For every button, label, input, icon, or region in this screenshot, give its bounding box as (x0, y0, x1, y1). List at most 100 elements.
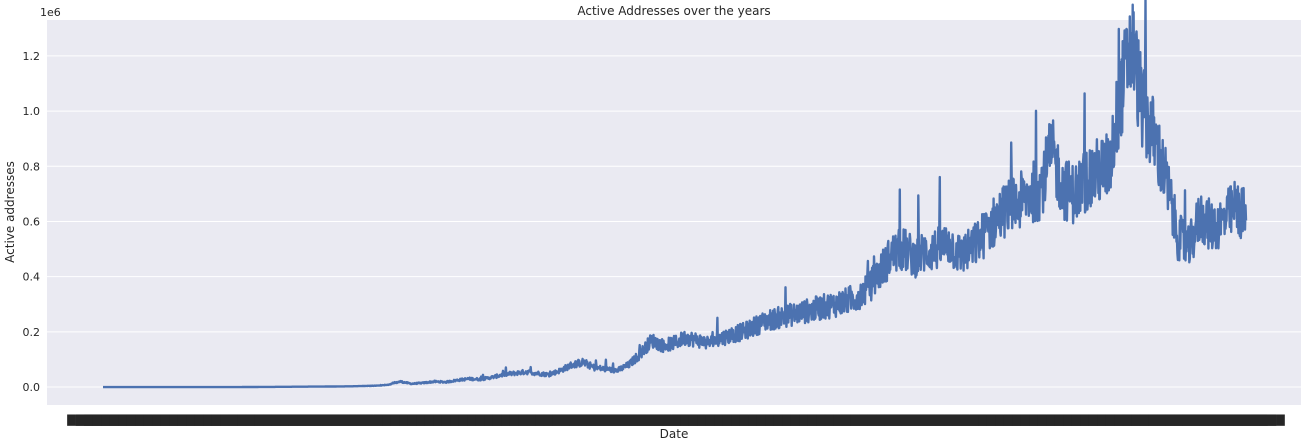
y-offset-label: 1e6 (40, 6, 61, 19)
x-tick-label: ▇▇▇ (892, 413, 919, 426)
x-tick-label: ▇▇▇ (313, 413, 340, 426)
x-tick-label: ▇▇▇ (773, 413, 800, 426)
x-tick-label: ▇▇▇ (194, 413, 221, 426)
x-tick-label: ▇▇▇ (83, 413, 110, 426)
x-tick-label: ▇▇▇ (1156, 413, 1183, 426)
x-tick-label: ▇▇▇ (1250, 413, 1277, 426)
x-tick-label: ▇▇▇ (569, 413, 596, 426)
x-tick-label: ▇▇▇ (160, 413, 187, 426)
x-tick-label: ▇▇▇ (782, 413, 809, 426)
x-tick-label: ▇▇▇ (177, 413, 204, 426)
x-tick-label: ▇▇▇ (449, 413, 476, 426)
x-tick-label: ▇▇▇ (134, 413, 161, 426)
series-line-0 (102, 0, 1248, 389)
x-tick-label: ▇▇▇ (254, 413, 281, 426)
x-tick-label: ▇▇▇ (381, 413, 408, 426)
x-tick-label: ▇▇▇ (764, 413, 791, 426)
y-axis-label: Active addresses (3, 161, 17, 263)
x-tick-label: ▇▇▇ (526, 413, 553, 426)
x-tick-label: ▇▇▇ (1080, 413, 1107, 426)
x-tick-label: ▇▇▇ (1020, 413, 1047, 426)
x-tick-label: ▇▇▇ (799, 413, 826, 426)
x-tick-label: ▇▇▇ (415, 413, 442, 426)
x-tick-label: ▇▇▇ (1207, 413, 1234, 426)
x-tick-label: ▇▇▇ (1088, 413, 1115, 426)
x-tick-label: ▇▇▇ (739, 413, 766, 426)
x-tick-label: ▇▇▇ (969, 413, 996, 426)
x-tick-label: ▇▇▇ (339, 413, 366, 426)
y-tick-label: 0.8 (23, 160, 41, 173)
x-tick-label: ▇▇▇ (1241, 413, 1268, 426)
x-tick-label: ▇▇▇ (484, 413, 511, 426)
x-tick-label: ▇▇▇ (977, 413, 1004, 426)
x-tick-label: ▇▇▇ (398, 413, 425, 426)
x-tick-label: ▇▇▇ (918, 413, 945, 426)
x-tick-label: ▇▇▇ (509, 413, 536, 426)
x-tick-label: ▇▇▇ (1165, 413, 1192, 426)
x-tick-label: ▇▇▇ (960, 413, 987, 426)
x-tick-label: ▇▇▇ (1139, 413, 1166, 426)
x-tick-label: ▇▇▇ (1199, 413, 1226, 426)
x-tick-label: ▇▇▇ (475, 413, 502, 426)
x-tick-label: ▇▇▇ (501, 413, 528, 426)
x-tick-label: ▇▇▇ (1037, 413, 1064, 426)
x-tick-label: ▇▇▇ (322, 413, 349, 426)
x-tick-label: ▇▇▇ (279, 413, 306, 426)
x-tick-label: ▇▇▇ (586, 413, 613, 426)
x-tick-label: ▇▇▇ (151, 413, 178, 426)
x-tick-label: ▇▇▇ (1011, 413, 1038, 426)
chart-title: Active Addresses over the years (577, 4, 770, 18)
x-tick-label: ▇▇▇ (560, 413, 587, 426)
x-tick-label: ▇▇▇ (1190, 413, 1217, 426)
x-tick-label: ▇▇▇ (518, 413, 545, 426)
x-tick-label: ▇▇▇ (109, 413, 136, 426)
x-tick-label: ▇▇▇ (850, 413, 877, 426)
x-tick-label: ▇▇▇ (432, 413, 459, 426)
x-tick-label: ▇▇▇ (75, 413, 102, 426)
x-tick-label: ▇▇▇ (1216, 413, 1243, 426)
x-tick-label: ▇▇▇ (220, 413, 247, 426)
x-tick-label: ▇▇▇ (245, 413, 272, 426)
x-tick-label: ▇▇▇ (807, 413, 834, 426)
x-axis-label: Date (660, 427, 689, 441)
x-tick-label: ▇▇▇ (637, 413, 664, 426)
x-tick-label: ▇▇▇ (117, 413, 144, 426)
x-tick-label: ▇▇▇ (1173, 413, 1200, 426)
x-tick-label: ▇▇▇ (858, 413, 885, 426)
x-tick-label: ▇▇▇ (756, 413, 783, 426)
x-tick-label: ▇▇▇ (824, 413, 851, 426)
x-tick-label: ▇▇▇ (611, 413, 638, 426)
x-tick-label: ▇▇▇ (535, 413, 562, 426)
x-tick-label: ▇▇▇ (713, 413, 740, 426)
x-tick-label: ▇▇▇ (671, 413, 698, 426)
x-tick-label: ▇▇▇ (552, 413, 579, 426)
x-tick-label: ▇▇▇ (620, 413, 647, 426)
x-tick-label: ▇▇▇ (1054, 413, 1081, 426)
x-tick-label: ▇▇▇ (875, 413, 902, 426)
x-tick-label: ▇▇▇ (373, 413, 400, 426)
x-tick-label: ▇▇▇ (901, 413, 928, 426)
x-tick-label: ▇▇▇ (1131, 413, 1158, 426)
x-tick-label: ▇▇▇ (288, 413, 315, 426)
x-tick-label: ▇▇▇ (203, 413, 230, 426)
x-tick-label: ▇▇▇ (1045, 413, 1072, 426)
x-tick-label: ▇▇▇ (424, 413, 451, 426)
x-tick-label: ▇▇▇ (722, 413, 749, 426)
x-tick-label: ▇▇▇ (186, 413, 213, 426)
x-tick-label: ▇▇▇ (833, 413, 860, 426)
x-tick-label: ▇▇▇ (790, 413, 817, 426)
x-tick-label: ▇▇▇ (1097, 413, 1124, 426)
x-tick-label: ▇▇▇ (271, 413, 298, 426)
x-tick-label: ▇▇▇ (211, 413, 238, 426)
x-tick-label: ▇▇▇ (100, 413, 127, 426)
x-tick-label: ▇▇▇ (168, 413, 195, 426)
x-tick-label: ▇▇▇ (237, 413, 264, 426)
x-tick-label: ▇▇▇ (1224, 413, 1251, 426)
x-tick-label: ▇▇▇ (364, 413, 391, 426)
x-tick-label: ▇▇▇ (688, 413, 715, 426)
x-tick-label: ▇▇▇ (867, 413, 894, 426)
x-tick-labels: ▇▇▇▇▇▇▇▇▇▇▇▇▇▇▇▇▇▇▇▇▇▇▇▇▇▇▇▇▇▇▇▇▇▇▇▇▇▇▇▇… (66, 413, 1285, 426)
x-tick-label: ▇▇▇ (407, 413, 434, 426)
y-tick-label: 0.2 (23, 326, 41, 339)
x-tick-label: ▇▇▇ (458, 413, 485, 426)
